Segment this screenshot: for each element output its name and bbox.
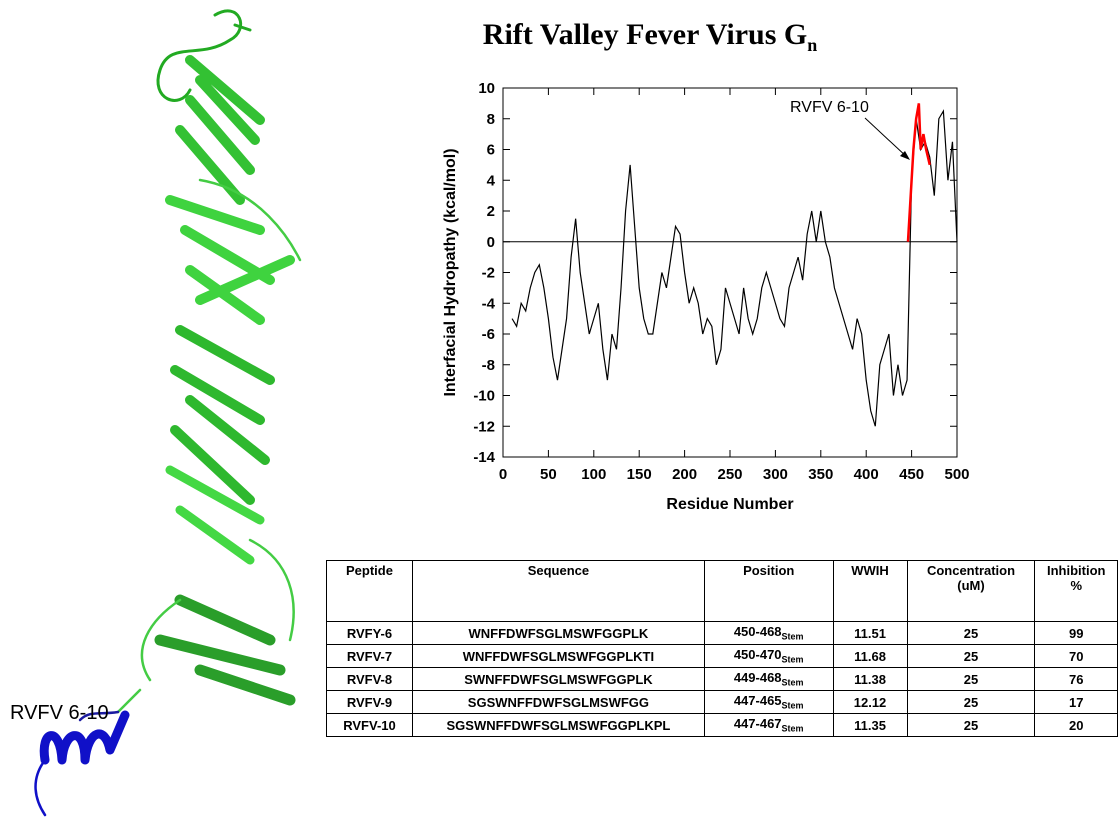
table-row: RVFV-9 SGSWNFFDWFSGLMSWFGG 447-465Stem 12.1… (326, 690, 1118, 714)
table-cell: 99 (1034, 621, 1118, 645)
position-text: 447-467 (733, 716, 782, 732)
table-cell: 450-468Stem (703, 621, 834, 645)
y-tick-label: 2 (487, 203, 495, 220)
y-tick-label: -4 (482, 295, 496, 312)
annotation-arrowhead (900, 151, 910, 160)
table-row: RVFY-6 WNFFDWFSGLMSWFGGPLK 450-468Stem 11.5… (326, 621, 1118, 645)
x-tick-label: 200 (672, 466, 697, 483)
y-axis-label: Interfacial Hydropathy (kcal/mol) (442, 148, 459, 396)
header-row: Peptide Sequence Position WWIH Concentration… (326, 560, 1118, 622)
header-cell: Sequence (411, 560, 705, 622)
table-cell: RVFV-10 (326, 713, 413, 737)
table-cell: 70 (1034, 644, 1118, 668)
position-text: 450-468 (733, 624, 782, 640)
position-subscript: Stem (781, 677, 804, 688)
chart-title: Rift Valley Fever Virus Gn (380, 18, 920, 56)
position-text: 450-470 (733, 647, 782, 663)
y-tick-label: -8 (482, 357, 495, 374)
y-tick-label: -14 (473, 449, 495, 466)
position-text: 447-465 (733, 693, 782, 709)
peptide-table: Peptide Sequence Position WWIH Concentration… (326, 560, 1118, 737)
x-tick-label: 250 (717, 466, 742, 483)
table-cell: RVFV-9 (326, 690, 413, 714)
y-tick-label: 0 (487, 234, 495, 251)
title-text: Rift Valley Fever Virus G (482, 18, 808, 51)
header-cell: Inhibition % (1034, 560, 1118, 622)
table-cell: 25 (906, 644, 1036, 668)
x-tick-label: 300 (763, 466, 788, 483)
header-cell: WWIH (832, 560, 908, 622)
table-cell: 76 (1034, 667, 1118, 691)
table-cell: 11.68 (832, 644, 908, 668)
protein-structure (34, 9, 302, 817)
header-cell: Position (703, 560, 834, 622)
annotation-arrow (864, 117, 909, 159)
y-tick-label: -2 (482, 265, 495, 282)
table-cell: 447-467Stem (703, 713, 834, 737)
table-cell: SGSWNFFDWFSGLMSWFGG (411, 690, 705, 714)
table-cell: 449-468Stem (703, 667, 834, 691)
x-tick-label: 400 (854, 466, 879, 483)
y-tick-label: -12 (473, 418, 495, 435)
position-subscript: Stem (781, 654, 804, 665)
x-tick-label: 150 (627, 466, 652, 483)
y-tick-label: 10 (478, 80, 495, 97)
table-row: RVFV-7 WNFFDWFSGLMSWFGGPLKTI 450-470Stem 11… (326, 644, 1118, 668)
line-series (511, 109, 958, 427)
table-cell: SWNFFDWFSGLMSWFGGPLK (411, 667, 705, 691)
table-cell: 11.35 (832, 713, 908, 737)
table-cell: RVFY-6 (326, 621, 413, 645)
table-cell: 11.51 (832, 621, 908, 645)
title-subscript: n (807, 35, 818, 55)
position-subscript: Stem (781, 700, 804, 711)
table-cell: 447-465Stem (703, 690, 834, 714)
table-cell: 25 (906, 690, 1036, 714)
annotation: RVFV 6-10 (790, 99, 869, 116)
position-text: 449-468 (733, 670, 782, 686)
x-axis-label: Residue Number (666, 496, 793, 513)
table-row: RVFV-8 SWNFFDWFSGLMSWFGGPLK 449-468Stem 11.… (326, 667, 1118, 691)
position-subscript: Stem (781, 723, 804, 734)
header-cell: Concentration (uM) (906, 560, 1036, 622)
x-tick-label: 0 (499, 466, 507, 483)
x-tick-label: 450 (899, 466, 924, 483)
table-cell: 20 (1034, 713, 1118, 737)
header-cell: Peptide (326, 560, 413, 622)
position-subscript: Stem (781, 631, 804, 642)
plot-frame (502, 87, 958, 458)
x-tick-label: 350 (808, 466, 833, 483)
table-cell: RVFV-8 (326, 667, 413, 691)
table-cell: RVFV-7 (326, 644, 413, 668)
table-cell: 12.12 (832, 690, 908, 714)
table-cell: WNFFDWFSGLMSWFGGPLK (411, 621, 705, 645)
y-tick-label: 6 (487, 142, 495, 159)
x-tick-label: 100 (581, 466, 606, 483)
table-cell: 450-470Stem (703, 644, 834, 668)
y-tick-label: -6 (482, 326, 495, 343)
line-series (906, 103, 931, 242)
structure-label: RVFV 6-10 (10, 702, 109, 724)
table-cell: 25 (906, 621, 1036, 645)
x-tick-label: 50 (540, 466, 557, 483)
table-cell: WNFFDWFSGLMSWFGGPLKTI (411, 644, 705, 668)
y-tick-label: 4 (487, 172, 496, 189)
x-tick-label: 500 (944, 466, 969, 483)
table-cell: SGSWNFFDWFSGLMSWFGGPLKPL (411, 713, 705, 737)
y-tick-label: -10 (473, 388, 495, 405)
table-cell: 11.38 (832, 667, 908, 691)
table-row: RVFV-10 SGSWNFFDWFSGLMSWFGGPLKPL 447-467St… (326, 713, 1118, 737)
y-tick-label: 8 (487, 111, 495, 128)
table-cell: 17 (1034, 690, 1118, 714)
table-cell: 25 (906, 713, 1036, 737)
table-cell: 25 (906, 667, 1036, 691)
